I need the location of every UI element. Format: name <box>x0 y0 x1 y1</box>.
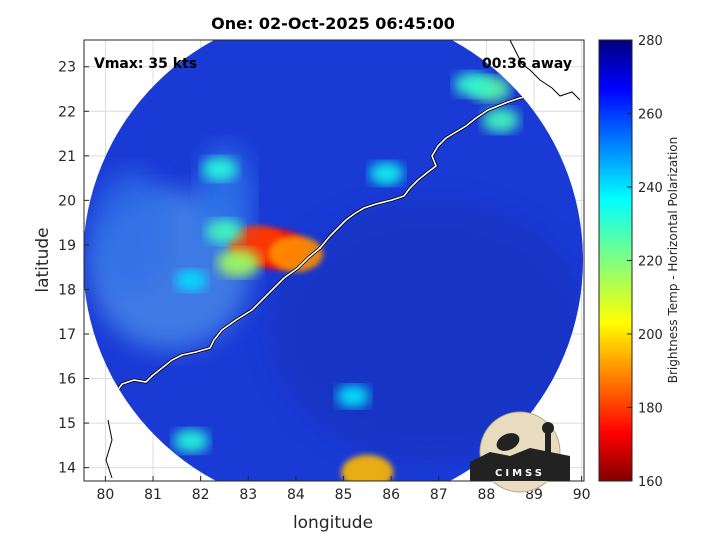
colorbar-tick-label: 220 <box>638 255 663 270</box>
colorbar-tick-label: 260 <box>638 108 663 123</box>
x-axis-ticks: 80 81 82 83 84 85 86 87 88 89 90 <box>97 476 591 503</box>
axes-box <box>83 39 585 482</box>
x-tick-label: 87 <box>430 487 448 503</box>
colorbar-tick-label: 160 <box>638 475 663 490</box>
convection-cell <box>369 162 404 186</box>
y-axis-label: latitude <box>33 227 53 292</box>
convection-cell <box>453 72 491 97</box>
convection-cell <box>341 454 394 481</box>
logo-hills <box>470 448 570 481</box>
convection-cell <box>217 248 261 278</box>
chart-title: One: 02-Oct-2025 06:45:00 <box>211 14 455 33</box>
y-tick-label: 17 <box>58 327 76 343</box>
coastline-fill <box>107 91 576 421</box>
colorbar-label: Brightness Temp - Horizontal Polarizatio… <box>666 137 680 384</box>
logo-text: CIMSS <box>495 468 545 479</box>
x-tick-label: 83 <box>239 487 257 503</box>
colorbar-tick-label: 240 <box>638 181 663 196</box>
x-tick-label: 81 <box>144 487 162 503</box>
cloud-band-far-west <box>90 170 170 290</box>
y-tick-label: 21 <box>58 149 76 165</box>
coastline-outside <box>105 40 581 479</box>
y-tick-label: 20 <box>58 193 76 209</box>
x-tick-label: 80 <box>97 487 115 503</box>
vmax-annotation: Vmax: 35 kts <box>94 56 197 72</box>
satellite-swath <box>84 40 583 481</box>
y-axis-ticks: 14 15 16 17 18 19 20 21 22 23 <box>58 60 89 477</box>
y-tick-label: 14 <box>58 461 76 477</box>
convection-cell <box>173 429 209 453</box>
x-tick-label: 90 <box>573 487 591 503</box>
x-tick-label: 85 <box>335 487 353 503</box>
logo-tower <box>545 430 551 460</box>
logo-dish <box>496 433 520 451</box>
y-tick-label: 19 <box>58 238 76 254</box>
convection-cell <box>205 219 244 244</box>
convection-cell <box>336 385 370 408</box>
convection-cell <box>268 235 323 272</box>
convection-cell <box>201 157 238 182</box>
cimss-logo: CIMSS <box>470 411 570 493</box>
y-tick-label: 18 <box>58 282 76 298</box>
x-tick-label: 88 <box>477 487 495 503</box>
convection-cell <box>482 107 520 133</box>
x-tick-label: 86 <box>382 487 400 503</box>
logo-tower-top <box>542 422 554 434</box>
y-tick-label: 22 <box>58 104 76 120</box>
y-tick-label: 23 <box>58 60 76 76</box>
x-axis-label: longitude <box>293 513 373 533</box>
colorbar-tick-label: 280 <box>638 34 663 49</box>
y-tick-label: 15 <box>58 416 76 432</box>
y-tick-label: 16 <box>58 372 76 388</box>
colorbar-ticks: 280 260 240 220 200 180 160 <box>627 34 663 490</box>
colorbar-tick-label: 200 <box>638 328 663 343</box>
convection-cell <box>175 269 208 292</box>
x-tick-label: 84 <box>287 487 305 503</box>
x-tick-label: 82 <box>192 487 210 503</box>
colorbar <box>598 39 633 482</box>
colorbar-tick-label: 180 <box>638 402 663 417</box>
convection-features <box>173 72 520 481</box>
time-away-annotation: 00:36 away <box>482 56 572 72</box>
